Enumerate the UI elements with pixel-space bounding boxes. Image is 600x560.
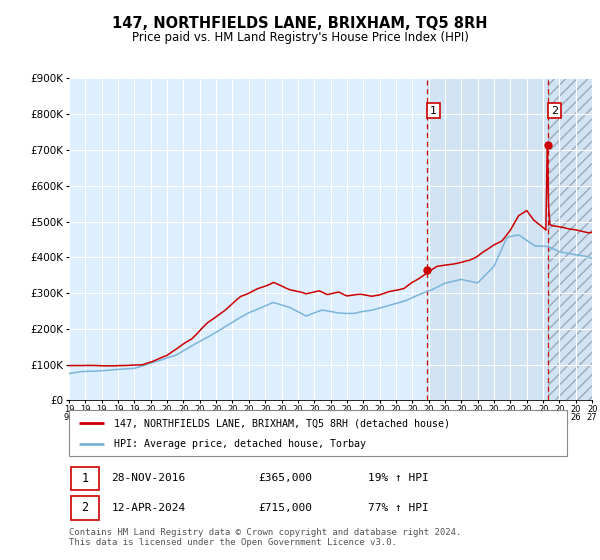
Text: 28-NOV-2016: 28-NOV-2016 [112,473,185,483]
Text: 12-APR-2024: 12-APR-2024 [112,503,185,513]
FancyBboxPatch shape [69,410,567,456]
Text: Price paid vs. HM Land Registry's House Price Index (HPI): Price paid vs. HM Land Registry's House … [131,31,469,44]
FancyBboxPatch shape [71,496,99,520]
Text: 77% ↑ HPI: 77% ↑ HPI [368,503,428,513]
Text: 1: 1 [430,106,437,115]
Text: 147, NORTHFIELDS LANE, BRIXHAM, TQ5 8RH (detached house): 147, NORTHFIELDS LANE, BRIXHAM, TQ5 8RH … [114,418,450,428]
Text: £365,000: £365,000 [258,473,312,483]
Bar [548,78,592,400]
Text: 19% ↑ HPI: 19% ↑ HPI [368,473,428,483]
Bar [427,78,548,400]
Text: HPI: Average price, detached house, Torbay: HPI: Average price, detached house, Torb… [114,438,366,449]
Text: 2: 2 [551,106,558,115]
Text: 2: 2 [82,501,89,515]
Text: £715,000: £715,000 [258,503,312,513]
Bar [548,78,592,400]
Text: Contains HM Land Registry data © Crown copyright and database right 2024.
This d: Contains HM Land Registry data © Crown c… [69,528,461,547]
Text: 1: 1 [82,472,89,485]
FancyBboxPatch shape [71,466,99,491]
Text: 147, NORTHFIELDS LANE, BRIXHAM, TQ5 8RH: 147, NORTHFIELDS LANE, BRIXHAM, TQ5 8RH [112,16,488,31]
